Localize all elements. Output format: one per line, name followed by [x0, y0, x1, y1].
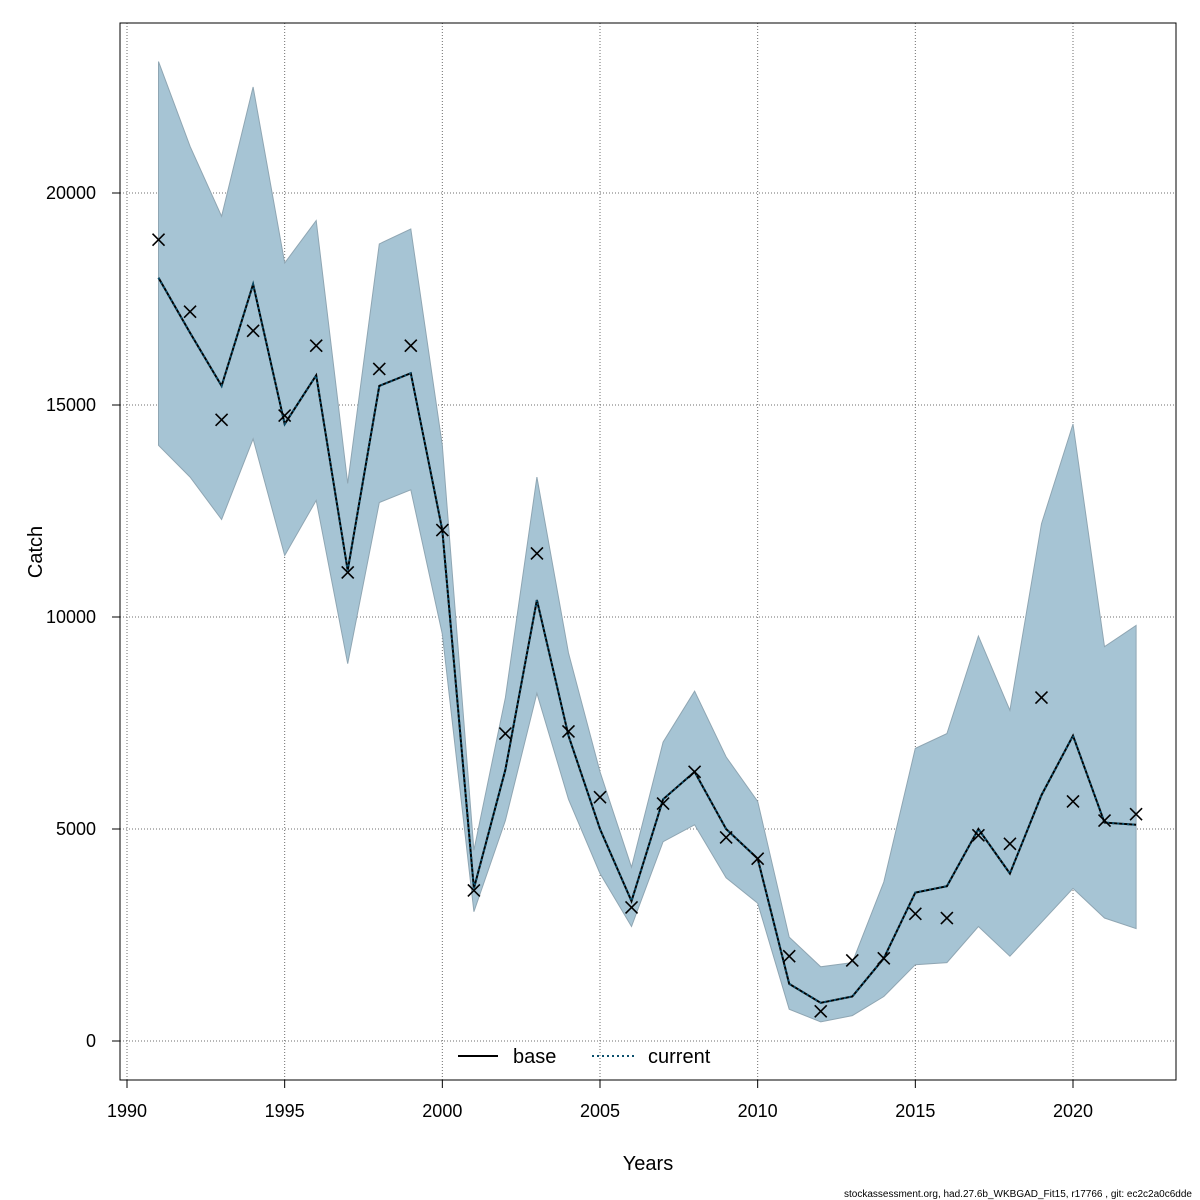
observed-point-1991	[151, 233, 166, 247]
observed-point-stroke-b	[751, 852, 765, 866]
observed-point-stroke-b	[467, 883, 481, 898]
x-tick-label-2005: 2005	[580, 1101, 620, 1121]
x-tick-label-2020: 2020	[1053, 1101, 1093, 1121]
observed-point-2006	[624, 900, 639, 915]
observed-point-2011	[782, 949, 796, 963]
observed-point-1992	[183, 305, 197, 319]
x-tick-label-1995: 1995	[265, 1101, 305, 1121]
legend-label-base: base	[513, 1046, 556, 1068]
observed-point-stroke-b	[309, 339, 323, 353]
footer-credit: stockassessment.org, had.27.6b_WKBGAD_Fi…	[844, 1189, 1192, 1200]
observed-point-stroke-b	[215, 413, 229, 427]
observed-point-2012	[814, 1004, 828, 1018]
observed-point-stroke-b	[719, 830, 733, 845]
observed-point-stroke-b	[372, 362, 386, 376]
observed-point-2018	[1003, 837, 1017, 851]
observed-point-stroke-b	[183, 305, 197, 319]
observed-point-2013	[845, 953, 859, 968]
observed-point-2017	[971, 828, 985, 842]
observed-points	[151, 233, 1143, 1018]
observed-point-1993	[215, 413, 229, 427]
observed-point-2001	[467, 883, 481, 898]
x-tick-label-2000: 2000	[422, 1101, 462, 1121]
observed-point-1998	[372, 362, 386, 376]
observed-point-stroke-b	[656, 796, 670, 811]
observed-point-stroke-b	[782, 949, 796, 963]
observed-point-stroke-b	[593, 790, 607, 804]
x-tick-label-1990: 1990	[107, 1101, 147, 1121]
observed-point-stroke-b	[404, 339, 418, 353]
observed-point-2014	[877, 951, 891, 965]
observed-point-2016	[940, 911, 954, 925]
observed-point-stroke-b	[971, 828, 985, 842]
observed-point-stroke-b	[908, 907, 922, 921]
observed-point-stroke-b	[278, 409, 292, 423]
observed-point-2021	[1097, 813, 1112, 828]
observed-point-2022	[1129, 807, 1143, 821]
observed-point-1997	[341, 565, 355, 580]
x-tick-label-2015: 2015	[895, 1101, 935, 1121]
y-tick-label-20000: 20000	[46, 183, 96, 203]
observed-point-stroke-b	[435, 523, 449, 537]
observed-point-2019	[1034, 690, 1049, 705]
observed-point-stroke-b	[1097, 813, 1112, 828]
observed-point-stroke-b	[877, 951, 891, 965]
observed-point-stroke-b	[246, 324, 260, 338]
observed-point-stroke-b	[341, 565, 355, 580]
observed-point-2004	[561, 724, 576, 739]
observed-point-2009	[719, 830, 733, 845]
observed-point-stroke-b	[1129, 807, 1143, 821]
y-tick-label-0: 0	[86, 1031, 96, 1051]
observed-point-1995	[278, 409, 292, 423]
observed-point-stroke-b	[1034, 690, 1049, 705]
confidence-band	[158, 61, 1137, 1023]
observed-point-1994	[246, 324, 260, 338]
observed-point-2007	[656, 796, 670, 811]
x-axis-title: Years	[623, 1153, 673, 1175]
observed-point-stroke-b	[845, 953, 859, 968]
observed-point-stroke-b	[498, 727, 512, 741]
observed-point-2015	[908, 907, 922, 921]
observed-point-stroke-b	[1066, 794, 1080, 809]
y-tick-label-5000: 5000	[56, 819, 96, 839]
observed-point-stroke-b	[940, 911, 954, 925]
observed-point-2002	[498, 727, 512, 741]
axes: 1990 1995 2000 2005 2010 2015 2020 0 5000 10000 15…	[46, 183, 1093, 1121]
legend-label-current: current	[648, 1046, 711, 1068]
y-tick-label-10000: 10000	[46, 607, 96, 627]
y-tick-label-15000: 15000	[46, 395, 96, 415]
observed-point-2010	[751, 852, 765, 866]
observed-point-2000	[435, 523, 449, 537]
observed-point-2020	[1066, 794, 1080, 809]
observed-point-stroke-b	[151, 233, 166, 247]
observed-point-1996	[309, 339, 323, 353]
observed-point-stroke-b	[814, 1004, 828, 1018]
observed-point-stroke-b	[530, 546, 544, 560]
x-tick-label-2010: 2010	[738, 1101, 778, 1121]
observed-point-stroke-b	[1003, 837, 1017, 851]
observed-point-stroke-b	[688, 765, 702, 779]
legend: base current	[458, 1046, 711, 1068]
observed-point-1999	[404, 339, 418, 353]
observed-point-2005	[593, 790, 607, 804]
observed-point-stroke-b	[561, 724, 576, 739]
y-axis-title: Catch	[25, 526, 47, 578]
series-line-current	[157, 277, 1137, 1004]
observed-point-2003	[530, 546, 544, 560]
series-lines	[157, 277, 1137, 1004]
confidence-band-area	[158, 61, 1137, 1023]
observed-point-stroke-b	[624, 900, 639, 915]
observed-point-2008	[688, 765, 702, 779]
